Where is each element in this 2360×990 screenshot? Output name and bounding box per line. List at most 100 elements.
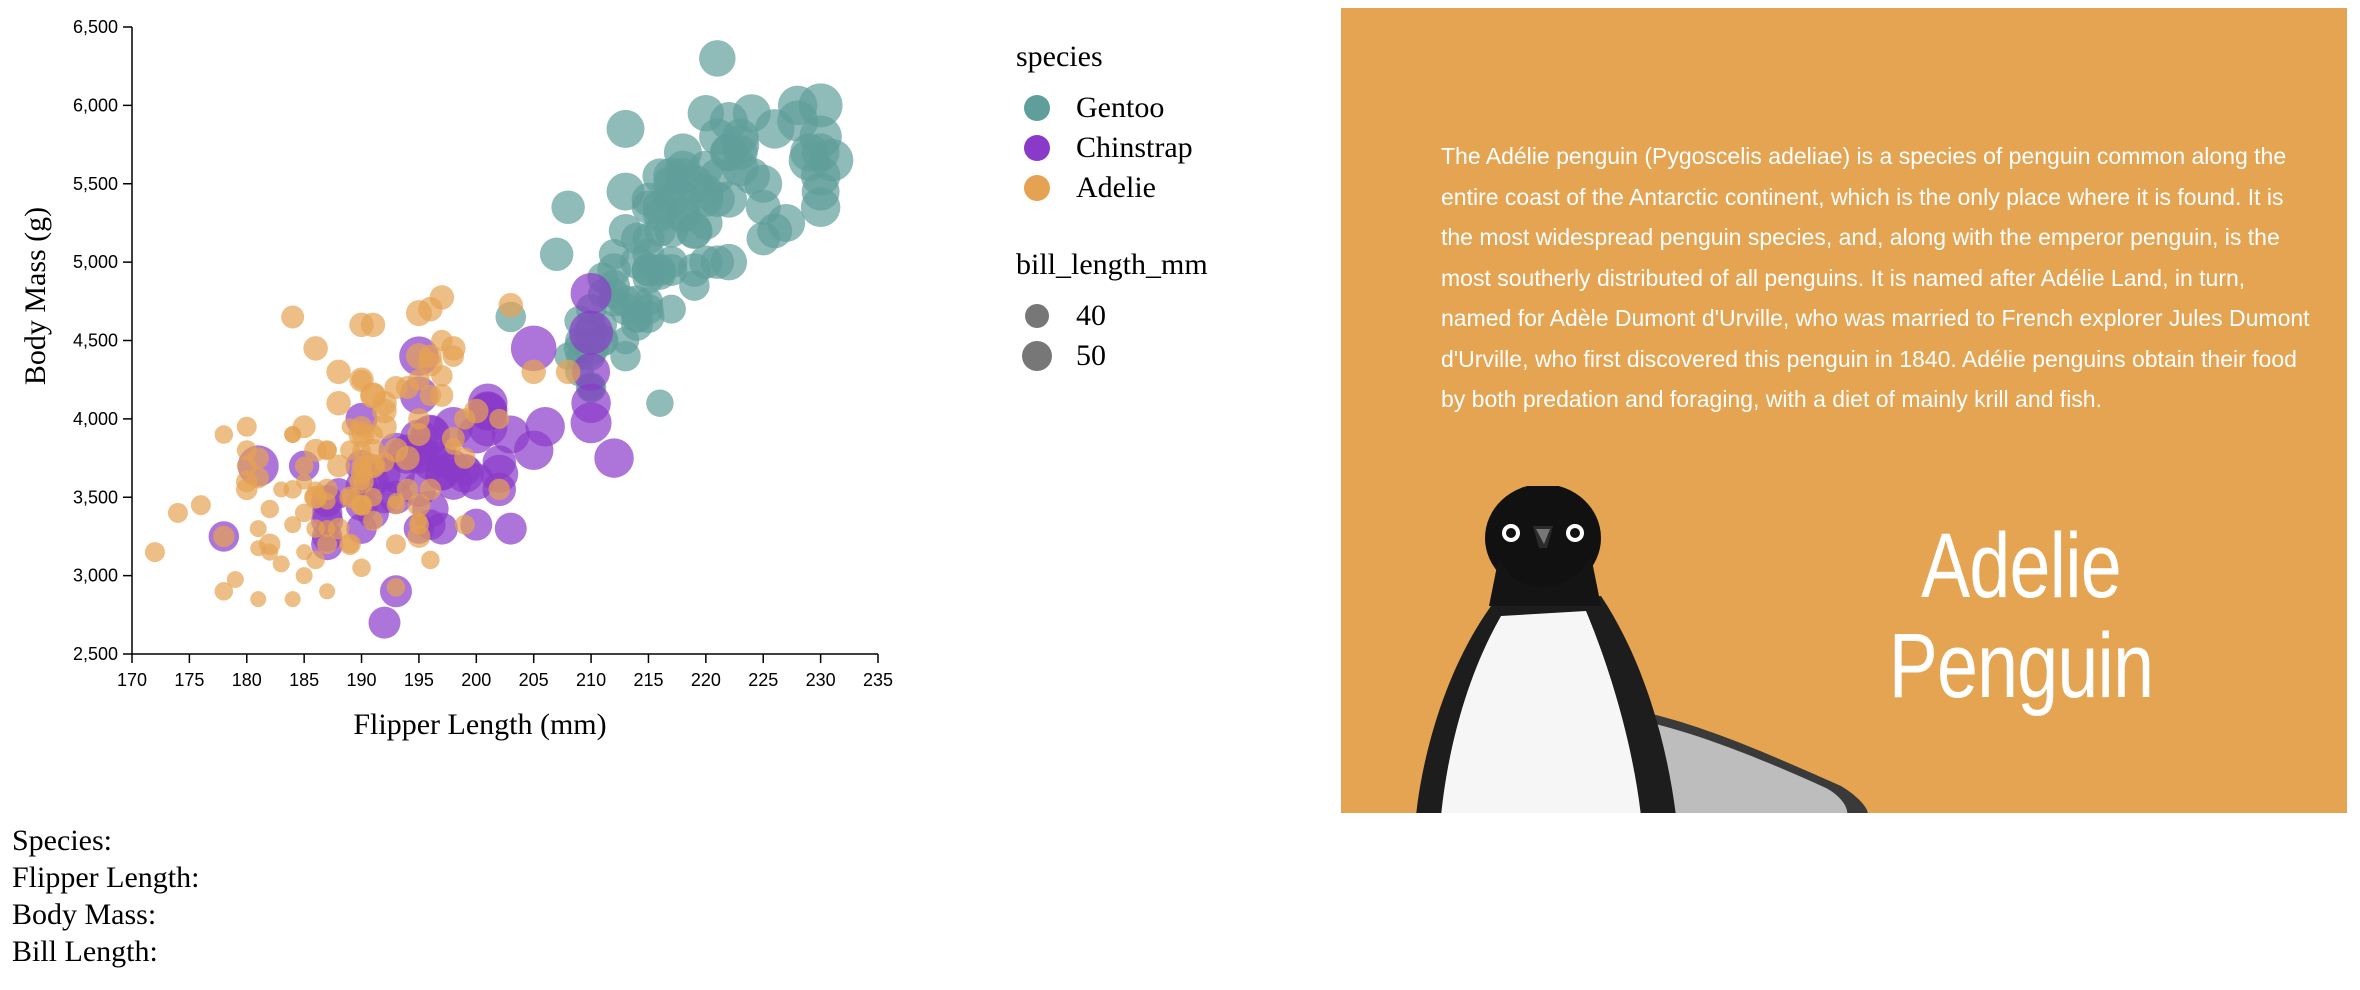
data-point-chinstrap[interactable] [368, 606, 401, 639]
data-point-adelie[interactable] [318, 520, 336, 538]
data-point-chinstrap[interactable] [570, 272, 612, 314]
data-point-gentoo[interactable] [656, 294, 686, 324]
data-point-adelie[interactable] [303, 336, 328, 361]
data-point-adelie[interactable] [294, 503, 314, 523]
data-point-adelie[interactable] [387, 493, 404, 510]
data-point-gentoo[interactable] [745, 189, 781, 225]
data-point-adelie[interactable] [319, 583, 336, 600]
data-point-adelie[interactable] [360, 312, 386, 338]
data-point-adelie[interactable] [272, 555, 290, 573]
data-point-adelie[interactable] [317, 534, 338, 555]
data-point-gentoo[interactable] [606, 109, 645, 148]
data-point-adelie[interactable] [144, 542, 165, 563]
data-point-adelie[interactable] [454, 408, 476, 430]
data-point-chinstrap[interactable] [494, 512, 527, 545]
data-point-adelie[interactable] [363, 424, 384, 445]
data-point-gentoo[interactable] [699, 40, 736, 77]
data-point-adelie[interactable] [421, 550, 440, 570]
data-point-adelie[interactable] [327, 454, 351, 478]
data-point-adelie[interactable] [395, 445, 420, 471]
data-point-adelie[interactable] [281, 305, 305, 329]
data-point-chinstrap[interactable] [435, 463, 472, 500]
data-point-gentoo[interactable] [699, 181, 735, 217]
data-point-adelie[interactable] [294, 456, 314, 476]
data-point-adelie[interactable] [498, 292, 523, 318]
data-point-chinstrap[interactable] [569, 310, 614, 355]
data-point-gentoo[interactable] [539, 237, 574, 272]
data-point-adelie[interactable] [249, 520, 267, 538]
data-point-adelie[interactable] [214, 582, 234, 601]
data-point-gentoo[interactable] [810, 138, 854, 182]
data-point-adelie[interactable] [555, 359, 581, 385]
data-point-adelie[interactable] [284, 591, 301, 608]
data-point-adelie[interactable] [326, 359, 351, 385]
data-point-adelie[interactable] [349, 469, 374, 494]
data-point-gentoo[interactable] [754, 109, 795, 149]
data-point-adelie[interactable] [236, 416, 257, 437]
data-point-adelie[interactable] [396, 478, 419, 501]
data-point-chinstrap[interactable] [594, 438, 634, 478]
data-point-adelie[interactable] [214, 425, 234, 444]
data-point-adelie[interactable] [351, 455, 372, 476]
data-point-adelie[interactable] [250, 540, 267, 557]
data-point-gentoo[interactable] [620, 222, 653, 255]
data-point-adelie[interactable] [407, 423, 431, 447]
data-point-adelie[interactable] [441, 336, 466, 361]
data-point-adelie[interactable] [213, 525, 235, 548]
data-point-adelie[interactable] [408, 408, 430, 430]
data-point-adelie[interactable] [304, 485, 328, 509]
data-point-adelie[interactable] [284, 426, 302, 444]
data-point-chinstrap[interactable] [525, 406, 565, 447]
data-point-adelie[interactable] [284, 516, 302, 534]
data-point-gentoo[interactable] [551, 190, 585, 225]
data-point-chinstrap[interactable] [571, 383, 611, 423]
data-point-adelie[interactable] [326, 390, 351, 416]
data-point-adelie[interactable] [419, 478, 442, 501]
data-point-adelie[interactable] [350, 494, 373, 516]
data-point-gentoo[interactable] [654, 214, 689, 248]
data-point-adelie[interactable] [339, 533, 361, 556]
data-point-adelie[interactable] [429, 285, 455, 310]
data-point-gentoo[interactable] [722, 149, 759, 187]
legend-item-chinstrap[interactable]: Chinstrap [1016, 128, 1208, 168]
data-point-adelie[interactable] [385, 534, 406, 555]
data-point-chinstrap[interactable] [480, 454, 519, 493]
data-point-adelie[interactable] [250, 591, 267, 608]
data-point-adelie[interactable] [260, 499, 279, 519]
data-point-gentoo[interactable] [646, 389, 674, 417]
data-point-gentoo[interactable] [709, 102, 748, 141]
data-point-adelie[interactable] [454, 514, 475, 535]
data-point-adelie[interactable] [352, 558, 371, 578]
data-point-adelie[interactable] [296, 544, 313, 561]
data-point-adelie[interactable] [521, 359, 546, 385]
data-point-chinstrap[interactable] [572, 352, 611, 391]
data-point-adelie[interactable] [236, 440, 257, 461]
data-point-gentoo[interactable] [677, 253, 712, 287]
data-point-adelie[interactable] [236, 478, 258, 501]
legend-item-adelie[interactable]: Adelie [1016, 168, 1208, 208]
data-point-adelie[interactable] [226, 571, 244, 589]
data-point-adelie[interactable] [190, 495, 211, 516]
data-point-adelie[interactable] [283, 480, 302, 499]
data-point-adelie[interactable] [407, 493, 431, 517]
data-point-adelie[interactable] [430, 383, 454, 407]
data-point-gentoo[interactable] [653, 165, 690, 203]
data-point-gentoo[interactable] [611, 326, 640, 355]
data-point-adelie[interactable] [317, 440, 337, 460]
data-point-gentoo[interactable] [643, 253, 676, 286]
data-point-adelie[interactable] [441, 426, 465, 450]
data-point-adelie[interactable] [363, 510, 384, 531]
data-point-adelie[interactable] [352, 440, 371, 460]
data-point-adelie[interactable] [167, 502, 188, 523]
data-point-adelie[interactable] [360, 382, 387, 409]
data-point-adelie[interactable] [374, 451, 395, 472]
data-point-chinstrap[interactable] [510, 325, 557, 372]
data-point-adelie[interactable] [431, 365, 453, 387]
data-point-adelie[interactable] [454, 447, 476, 469]
data-point-adelie[interactable] [488, 478, 511, 501]
data-point-adelie[interactable] [489, 408, 510, 429]
data-point-adelie[interactable] [236, 455, 257, 476]
data-point-adelie[interactable] [386, 578, 406, 597]
legend-item-gentoo[interactable]: Gentoo [1016, 88, 1208, 128]
data-point-adelie[interactable] [295, 567, 313, 585]
